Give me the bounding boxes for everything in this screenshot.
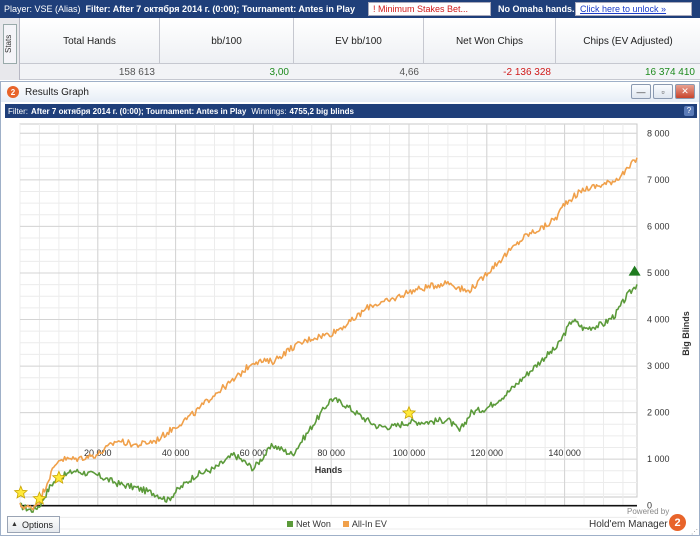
options-button[interactable]: ▲ Options [7,516,60,533]
window-titlebar[interactable]: 2 Results Graph — ▫ ✕ [1,82,699,102]
graph-filter-prefix: Filter: [8,106,28,116]
ev-bb100-value: 4,66 [399,66,419,78]
brand-label: Hold'em Manager [589,519,668,530]
legend-item-all-in-ev[interactable]: All-In EV [342,519,387,529]
y-tick-label: 5 000 [647,268,670,278]
minimize-button[interactable]: — [631,84,651,99]
y-tick-label: 0 [647,501,652,511]
stats-value-row[interactable]: 158 613 3,00 4,66 -2 136 328 16 374 410 [20,64,700,80]
close-button[interactable]: ✕ [675,84,695,99]
x-tick-label: 80 000 [317,448,345,458]
y-axis-label: Big Blinds [681,311,691,356]
plot-area [19,123,638,498]
player-label[interactable]: Player: VSE (Alias) [4,4,81,14]
filter-label[interactable]: Filter: After 7 октября 2014 г. (0:00); … [85,4,355,14]
legend-swatch-net-won [287,521,293,527]
star-marker[interactable] [32,491,47,505]
stats-side-tab[interactable]: Stats [0,18,20,80]
top-filter-bar: Player: VSE (Alias) Filter: After 7 октя… [0,0,700,18]
x-tick-label: 60 000 [240,448,268,458]
powered-by-badge: Powered by Hold'em Manager 2 [589,507,697,535]
col-header-chips-ev-adjusted[interactable]: Chips (EV Adjusted) [583,35,673,47]
legend-item-net-won[interactable]: Net Won [287,519,331,529]
stakes-warning-button[interactable]: ! Minimum Stakes Bet... [368,2,491,16]
star-marker[interactable] [51,470,67,484]
window-title: Results Graph [25,86,89,98]
help-icon[interactable]: ? [684,106,694,116]
y-tick-label: 6 000 [647,221,670,231]
x-axis-label: Hands [315,465,343,475]
hm2-logo-icon: 2 [669,514,686,531]
star-marker[interactable] [13,485,28,499]
y-tick-label: 4 000 [647,315,670,325]
bb100-value: 3,00 [269,66,289,78]
winnings-label: Winnings: [251,106,287,116]
high-point-marker[interactable] [628,265,641,276]
unlock-link[interactable]: Click here to unlock » [575,2,692,16]
legend-label-all-in-ev: All-In EV [351,519,387,529]
y-tick-label: 7 000 [647,175,670,185]
graph-filter-text: After 7 октября 2014 г. (0:00); Tourname… [31,106,247,116]
series-line-all-in-ev[interactable] [19,157,638,511]
hm2-app-icon: 2 [7,86,19,98]
window-controls: — ▫ ✕ [631,84,695,99]
x-tick-label: 40 000 [162,448,190,458]
results-graph-window: 2 Results Graph — ▫ ✕ Filter: After 7 ок… [0,81,700,536]
chips-ev-adjusted-value: 16 374 410 [644,66,695,78]
options-label: Options [21,519,53,530]
y-tick-label: 1 000 [647,454,670,464]
col-header-net-won-chips[interactable]: Net Won Chips [424,18,556,64]
y-tick-label: 3 000 [647,361,670,371]
maximize-button[interactable]: ▫ [653,84,673,99]
omaha-notice: No Omaha hands. [498,4,575,14]
total-hands-value: 158 613 [118,66,155,78]
col-header-total-hands[interactable]: Total Hands [20,18,160,64]
chart-legend: Net Won All-In EV [287,519,387,529]
x-tick-label: 120 000 [471,448,504,458]
star-marker[interactable] [401,405,417,420]
triangle-up-icon: ▲ [11,521,18,528]
legend-label-net-won: Net Won [296,519,331,529]
legend-swatch-all-in-ev [342,521,349,527]
series-line-net-won[interactable] [19,284,638,513]
resize-grip-icon[interactable]: ⋰ [691,529,698,536]
x-tick-label: 100 000 [393,448,426,458]
stats-header-row: Total Hands bb/100 EV bb/100 Net Won Chi… [20,18,700,64]
net-won-chips-value: -2 136 328 [503,66,551,78]
col-header-bb100[interactable]: bb/100 [160,18,294,64]
col-header-ev-bb100[interactable]: EV bb/100 [294,18,424,64]
x-tick-label: 140 000 [548,448,581,458]
results-chart[interactable]: 20 000 40 000 60 000 80 000 100 000 120 000 14… [1,120,699,532]
y-tick-label: 8 000 [647,128,670,138]
graph-filter-bar: Filter: After 7 октября 2014 г. (0:00); … [5,104,697,118]
powered-by-label: Powered by [627,507,670,516]
winnings-value: 4755,2 big blinds [289,106,354,116]
stats-tab-label: Stats [3,24,17,64]
y-tick-label: 2 000 [647,408,670,418]
